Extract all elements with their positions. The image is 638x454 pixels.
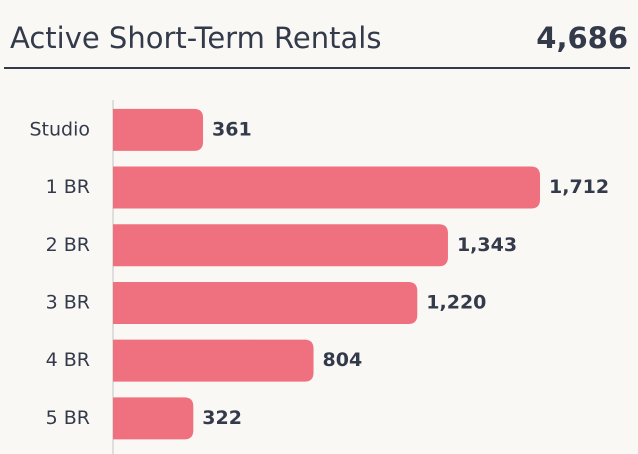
bar <box>113 397 194 440</box>
bar <box>113 108 204 151</box>
value-label: 1,712 <box>549 176 609 198</box>
value-label: 322 <box>202 407 242 429</box>
value-label: 1,220 <box>426 291 486 313</box>
bar <box>113 281 418 324</box>
bar <box>113 224 448 267</box>
category-label: 4 BR <box>46 349 90 371</box>
value-label: 804 <box>323 349 363 371</box>
value-label: 1,343 <box>457 234 517 256</box>
category-label: 1 BR <box>46 176 90 198</box>
total: 4,686 <box>536 21 628 55</box>
bar <box>113 339 314 382</box>
value-label: 361 <box>212 118 252 140</box>
bar <box>113 166 540 209</box>
category-label: 3 BR <box>46 291 90 313</box>
category-label: 2 BR <box>46 234 90 256</box>
category-label: Studio <box>29 118 90 140</box>
category-label: 5 BR <box>46 407 90 429</box>
chart-title: Active Short-Term Rentals <box>10 21 381 55</box>
